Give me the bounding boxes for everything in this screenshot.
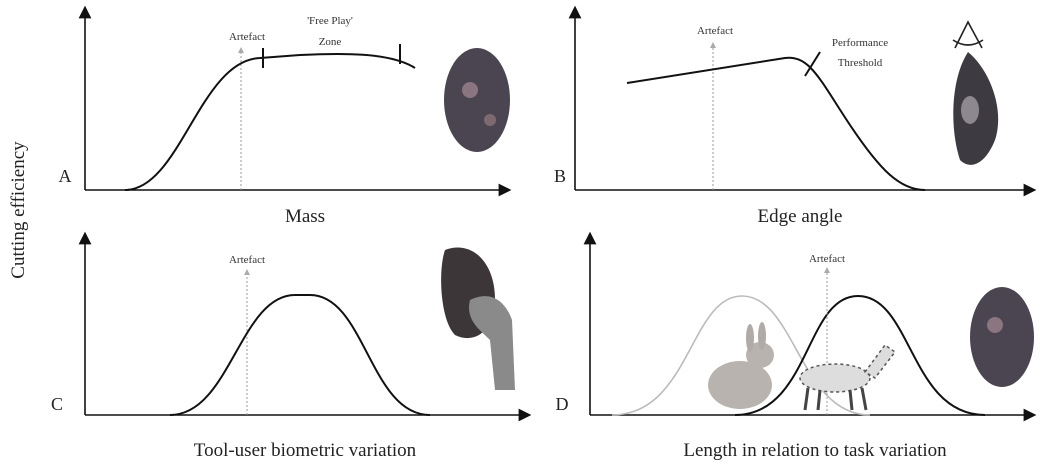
annotation: Artefact <box>229 31 265 43</box>
panel-b: B Edge angle Artefact Performance Thresh… <box>554 12 1030 227</box>
rabbit <box>758 322 766 350</box>
annotation: Zone <box>319 36 342 48</box>
rock-spot <box>987 317 1003 333</box>
annotation: Artefact <box>229 254 265 266</box>
annotation: Threshold <box>838 57 883 69</box>
panel-c: C Tool-user biometric variation Artefact <box>51 238 525 461</box>
rock-spot <box>961 96 979 124</box>
curve <box>627 58 925 190</box>
zebra <box>800 345 895 410</box>
panel-d: D Length in relation to task variation A… <box>556 238 1035 461</box>
rabbit <box>708 361 772 409</box>
annotation: 'Free Play' <box>307 15 353 27</box>
panel-letter: D <box>556 394 569 414</box>
curve <box>125 54 415 190</box>
rock-spot <box>462 82 478 98</box>
annotation: Artefact <box>697 25 733 37</box>
annotation: Artefact <box>809 253 845 265</box>
rabbit <box>746 324 754 352</box>
x-axis-label: Length in relation to task variation <box>683 440 947 461</box>
angle-icon <box>953 22 983 48</box>
x-axis-label: Mass <box>285 206 325 227</box>
annotation: Performance <box>832 37 888 49</box>
y-axis-label: Cutting efficiency <box>8 141 29 279</box>
rock <box>970 287 1034 387</box>
rock-spot <box>484 114 496 126</box>
panel-letter: B <box>554 166 566 186</box>
curve <box>170 295 430 415</box>
x-axis-label: Tool-user biometric variation <box>194 440 417 461</box>
figure: Cutting efficiency A Mass Artefact 'Free… <box>0 0 1040 464</box>
hand <box>469 296 515 390</box>
panel-a: A Mass Artefact 'Free Play' Zone <box>59 12 511 227</box>
x-axis-label: Edge angle <box>758 206 843 227</box>
panel-letter: A <box>59 166 72 186</box>
panel-letter: C <box>51 394 63 414</box>
rock <box>444 48 510 152</box>
